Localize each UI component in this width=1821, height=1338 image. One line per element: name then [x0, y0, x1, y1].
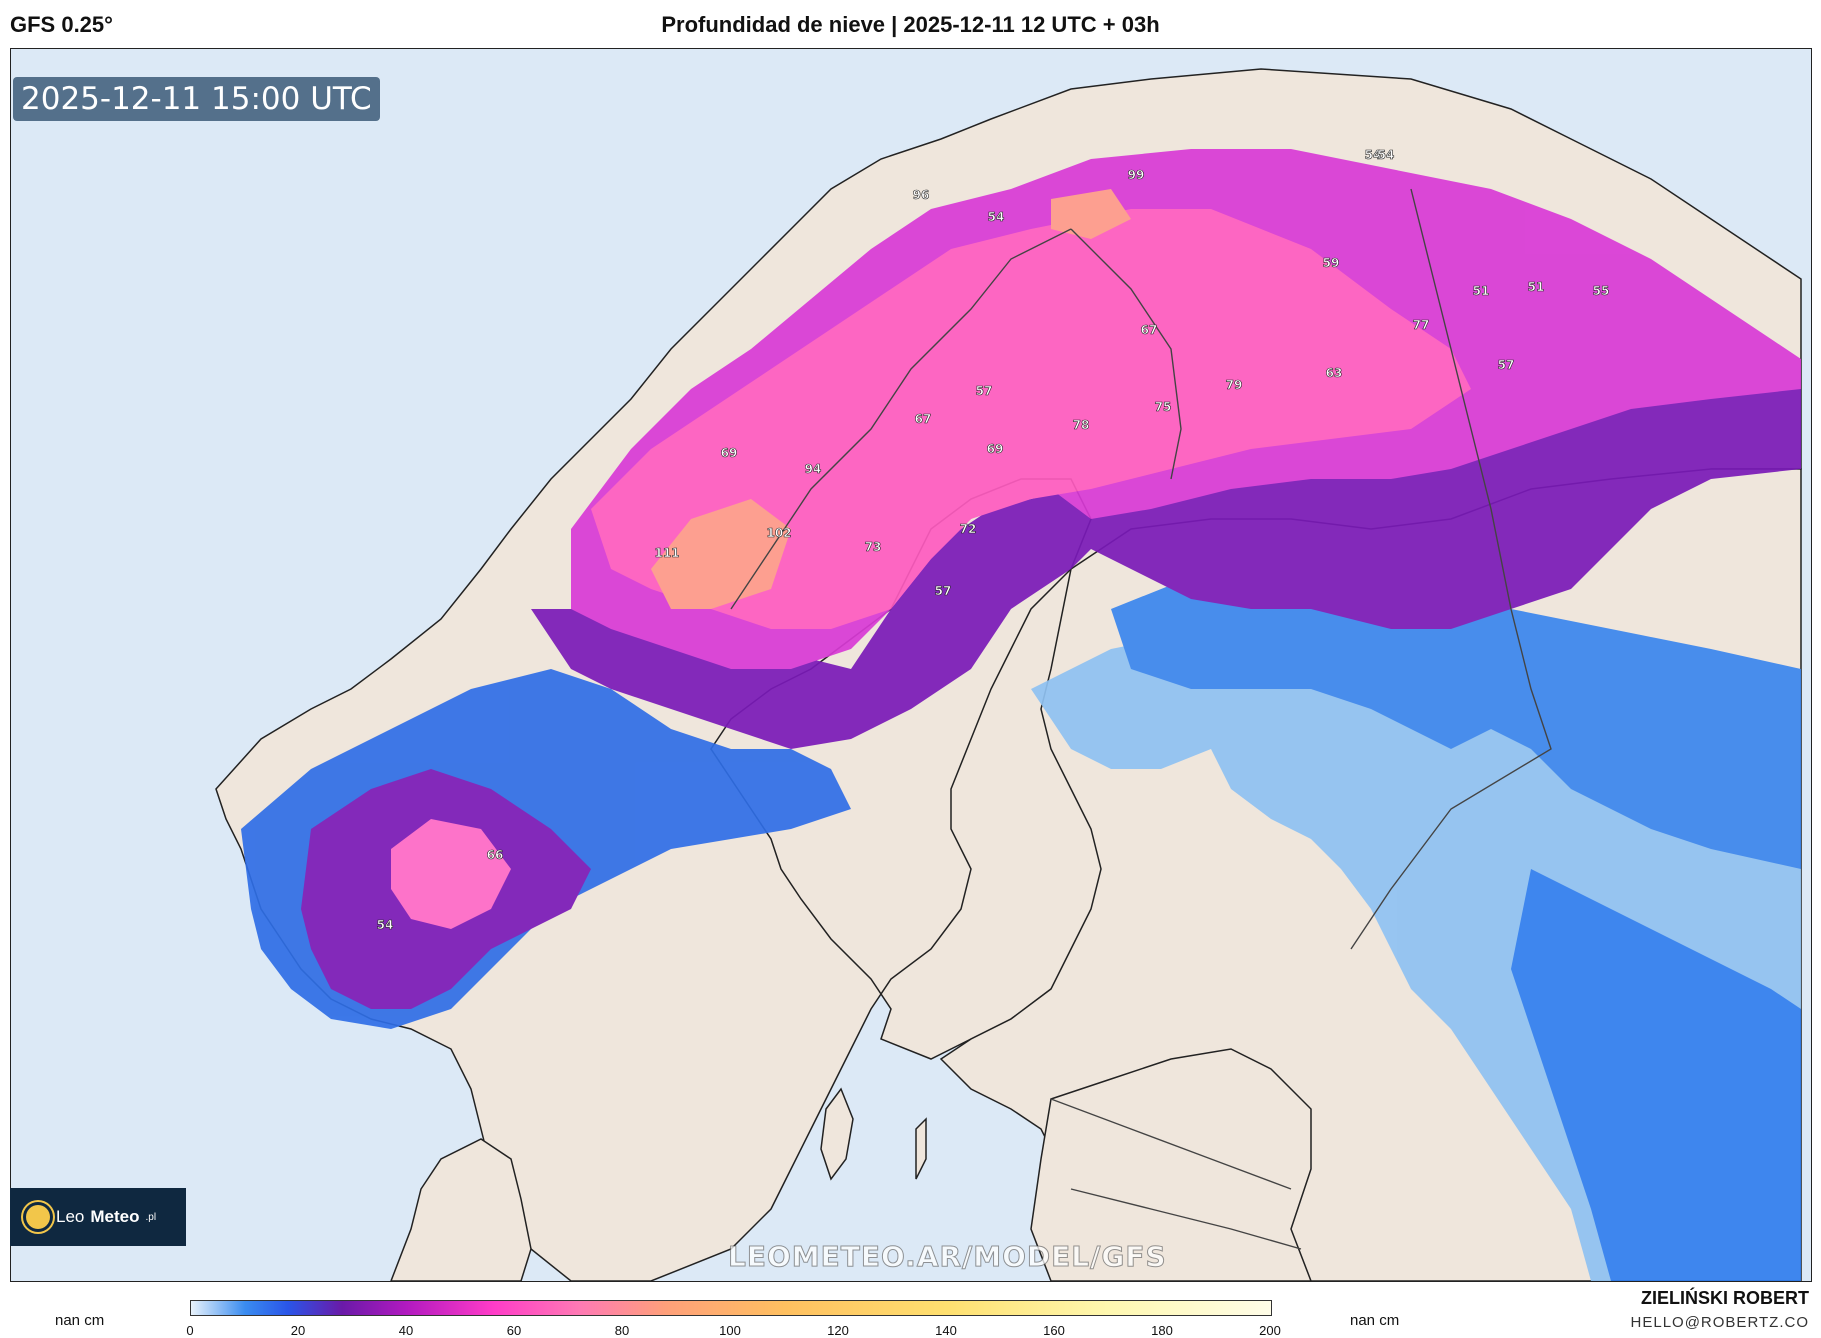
logo-text-bold: Meteo: [90, 1207, 140, 1226]
author-name: ZIELIŃSKI ROBERT: [1640, 1288, 1809, 1308]
value-label: 51: [1473, 284, 1490, 298]
colorbar-tick-label: 20: [290, 1323, 306, 1338]
colorbar-tick-label: 200: [1259, 1323, 1281, 1338]
value-label: 63: [1326, 366, 1343, 380]
logo-suffix: .pl: [145, 1211, 157, 1223]
value-label: 54: [377, 918, 394, 932]
value-label: 111: [654, 546, 679, 560]
value-label: 73: [865, 540, 882, 554]
value-label: 57: [935, 584, 952, 598]
value-label: 78: [1073, 418, 1090, 432]
map-graphic: 54 99 96 54 54 59 51 51 55 67 77 57 79 6…: [215, 68, 1802, 1281]
colorbar-tick-label: 120: [827, 1323, 849, 1338]
value-label: 54: [1365, 148, 1382, 162]
value-label: 102: [766, 526, 791, 540]
value-labels: 54 99 96 54 54 59 51 51 55 67 77 57 79 6…: [376, 148, 1610, 933]
border-lines: [730, 188, 1552, 1250]
value-label: 54: [988, 210, 1005, 224]
watermark-url: LEOMETEO.AR/MODEL/GFS: [728, 1240, 1167, 1274]
colorbar-tick-label: 40: [398, 1323, 414, 1338]
value-label: 59: [1323, 256, 1340, 270]
legend-nan-right: nan cm: [1350, 1312, 1400, 1329]
colorbar-tick-label: 0: [186, 1323, 194, 1338]
colorbar-tick-label: 60: [506, 1323, 522, 1338]
map-title: Profundidad de nieve | 2025-12-11 12 UTC…: [661, 12, 1160, 37]
author-email[interactable]: HELLO@ROBERTZ.CO: [1630, 1314, 1809, 1331]
leometeo-logo[interactable]: Leo Meteo .pl: [10, 1188, 186, 1246]
value-label: 99: [1128, 168, 1145, 182]
timestamp-badge: 2025-12-11 15:00 UTC: [13, 77, 380, 121]
value-label: 55: [1593, 284, 1610, 298]
value-label: 67: [915, 412, 932, 426]
logo-text-light: Leo: [56, 1207, 85, 1226]
legend-nan-left: nan cm: [55, 1312, 105, 1329]
value-label: 57: [1498, 358, 1515, 372]
map-view[interactable]: 54 99 96 54 54 59 51 51 55 67 77 57 79 6…: [10, 48, 1812, 1282]
value-label: 79: [1226, 378, 1243, 392]
value-label: 69: [987, 442, 1004, 456]
value-label: 72: [960, 522, 977, 536]
value-label: 54: [1378, 148, 1395, 162]
snow-layer: [241, 149, 1801, 1281]
sun-icon: [26, 1205, 50, 1229]
model-label: GFS 0.25°: [10, 12, 113, 37]
value-label: 96: [913, 188, 930, 202]
value-label: 57: [976, 384, 993, 398]
value-label: 66: [487, 848, 504, 862]
colorbar-tick-label: 80: [614, 1323, 630, 1338]
colorbar-tick-label: 100: [719, 1323, 741, 1338]
colorbar-tick-label: 140: [935, 1323, 957, 1338]
value-label: 69: [721, 446, 738, 460]
value-label: 77: [1413, 318, 1430, 332]
value-label: 67: [1141, 323, 1158, 337]
colorbar-tick-label: 180: [1151, 1323, 1173, 1338]
value-label: 51: [1528, 280, 1545, 294]
colorbar: [190, 1300, 1272, 1316]
value-label: 94: [805, 462, 822, 476]
colorbar-tick-label: 160: [1043, 1323, 1065, 1338]
value-label: 75: [1155, 400, 1172, 414]
